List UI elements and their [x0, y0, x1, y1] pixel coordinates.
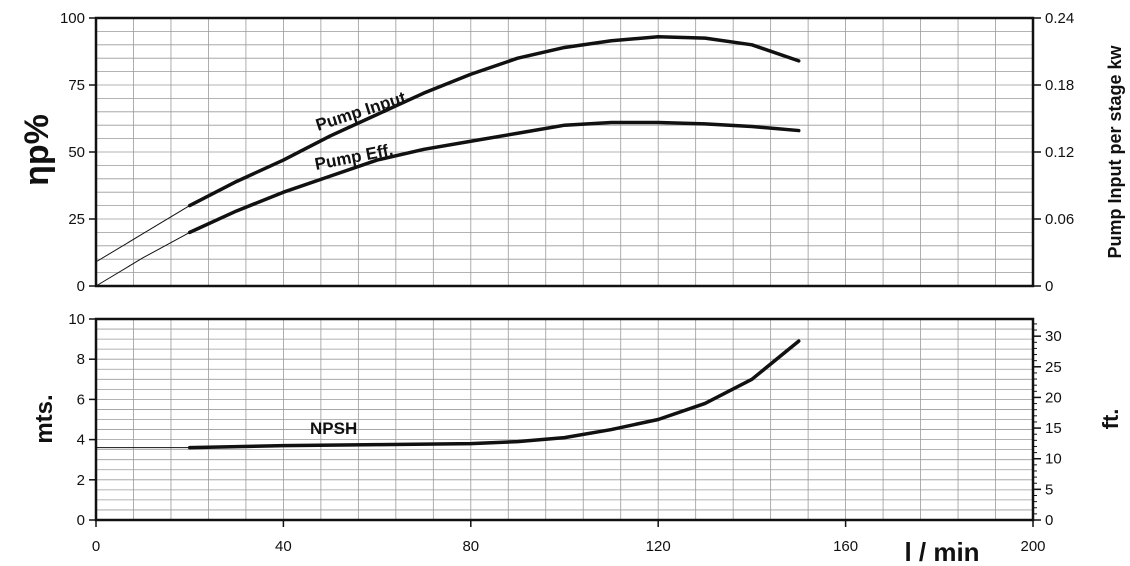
y-tick-label: 50	[68, 144, 85, 161]
pump-eff-curve	[187, 120, 801, 235]
y2-tick-label: 5	[1045, 481, 1053, 498]
bottom-y2-ticks: 0 5 10 15 20 25 30	[1033, 323, 1062, 529]
y2-tick-label: 0	[1045, 512, 1053, 529]
y-tick-label: 8	[77, 351, 85, 368]
bottom-y-ticks: 0 2 4 6 8 10	[68, 311, 96, 529]
bottom-y-axis-title: mts.	[31, 394, 58, 443]
top-y2-ticks: 0 0.06 0.12 0.18 0.24	[1033, 10, 1074, 295]
y2-tick-label: 0.06	[1045, 211, 1074, 228]
y-tick-label: 2	[77, 472, 85, 489]
y2-tick-label: 15	[1045, 420, 1062, 437]
npsh-panel: 0 40 80 120 160 200 0 2 4 6 8 10 0 5 10 15 20 25 30 mts.…	[31, 311, 1123, 566]
y2-tick-label: 10	[1045, 451, 1062, 468]
y2-tick-label: 30	[1045, 328, 1062, 345]
x-tick-label: 160	[833, 538, 858, 555]
y2-tick-label: 20	[1045, 389, 1062, 406]
bottom-series-lines	[187, 339, 801, 450]
y-tick-label: 100	[60, 10, 85, 27]
x-tick-label: 200	[1020, 538, 1045, 555]
x-tick-label: 80	[462, 538, 479, 555]
y-tick-label: 6	[77, 391, 85, 408]
y2-tick-label: 0.18	[1045, 77, 1074, 94]
efficiency-input-panel: 0 25 50 75 100 0 0.06 0.12 0.18 0.24 ηp% Pump In…	[18, 10, 1125, 295]
x-tick-label: 40	[275, 538, 292, 555]
y2-tick-label: 0.24	[1045, 10, 1074, 27]
y-tick-label: 75	[68, 77, 85, 94]
y2-tick-label: 0.12	[1045, 144, 1074, 161]
pump-eff-extrapolated-line	[95, 231, 190, 287]
x-axis-title: l / min	[904, 537, 979, 566]
y-tick-label: 0	[77, 512, 85, 529]
y2-tick-label: 0	[1045, 278, 1053, 295]
y-tick-label: 25	[68, 211, 85, 228]
npsh-label: NPSH	[310, 419, 357, 438]
pump-input-extrapolated-line	[95, 205, 190, 263]
y2-tick-label: 25	[1045, 359, 1062, 376]
y-tick-label: 10	[68, 311, 85, 328]
y-tick-label: 4	[77, 432, 85, 449]
bottom-grid	[96, 319, 1033, 520]
bottom-plot-frame	[94, 317, 1035, 522]
top-y2-axis-title: Pump Input per stage kw	[1105, 44, 1125, 258]
top-y-axis-title: ηp%	[18, 114, 56, 186]
x-tick-label: 0	[92, 538, 100, 555]
bottom-y2-axis-title: ft.	[1098, 409, 1123, 430]
y-tick-label: 0	[77, 278, 85, 295]
x-ticks: 0 40 80 120 160 200	[92, 520, 1046, 555]
top-series-lines	[187, 35, 801, 235]
top-grid	[96, 18, 1033, 286]
top-y-ticks: 0 25 50 75 100	[60, 10, 96, 295]
npsh-curve	[187, 339, 801, 450]
pump-input-curve	[187, 35, 801, 208]
x-tick-label: 120	[646, 538, 671, 555]
pump-input-label: Pump Input	[313, 88, 408, 135]
top-extrapolation-lines	[95, 205, 190, 287]
